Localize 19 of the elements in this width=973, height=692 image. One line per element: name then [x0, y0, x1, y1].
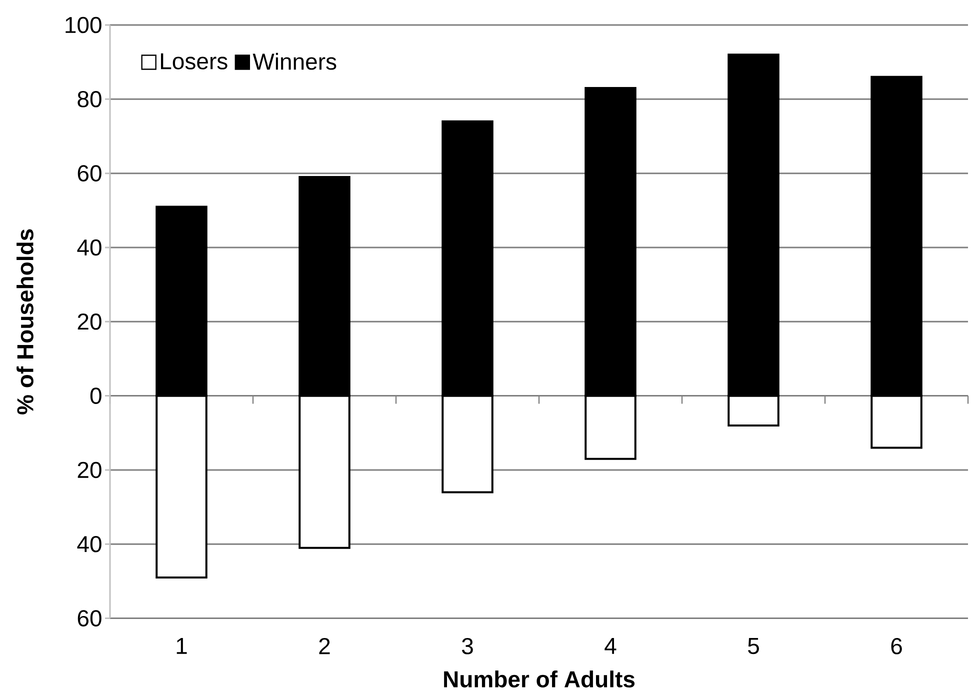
y-tick-label: 20 — [78, 462, 102, 478]
legend-label: Losers — [160, 53, 228, 70]
x-tick-label: 2 — [319, 638, 330, 654]
y-tick-label: 40 — [77, 239, 102, 256]
x-tick-label: 5 — [748, 638, 759, 654]
x-tick-label: 3 — [462, 638, 473, 654]
y-tick-label: 100 — [66, 16, 102, 34]
x-tick-label: 6 — [891, 638, 902, 654]
y-tick-label: 20 — [78, 314, 102, 330]
y-tick-label: 60 — [78, 610, 102, 626]
x-tick-label: 4 — [604, 638, 616, 654]
y-tick-label: 40 — [77, 536, 102, 552]
y-tick-label: 80 — [78, 91, 102, 108]
x-tick-label: 1 — [176, 638, 187, 654]
y-tick-label: 0 — [90, 388, 102, 404]
y-axis-title: % of Households — [16, 229, 34, 414]
legend-label: Winners — [252, 52, 336, 70]
y-tick-label: 60 — [78, 165, 102, 182]
x-axis-title: Number of Adults — [444, 670, 635, 688]
